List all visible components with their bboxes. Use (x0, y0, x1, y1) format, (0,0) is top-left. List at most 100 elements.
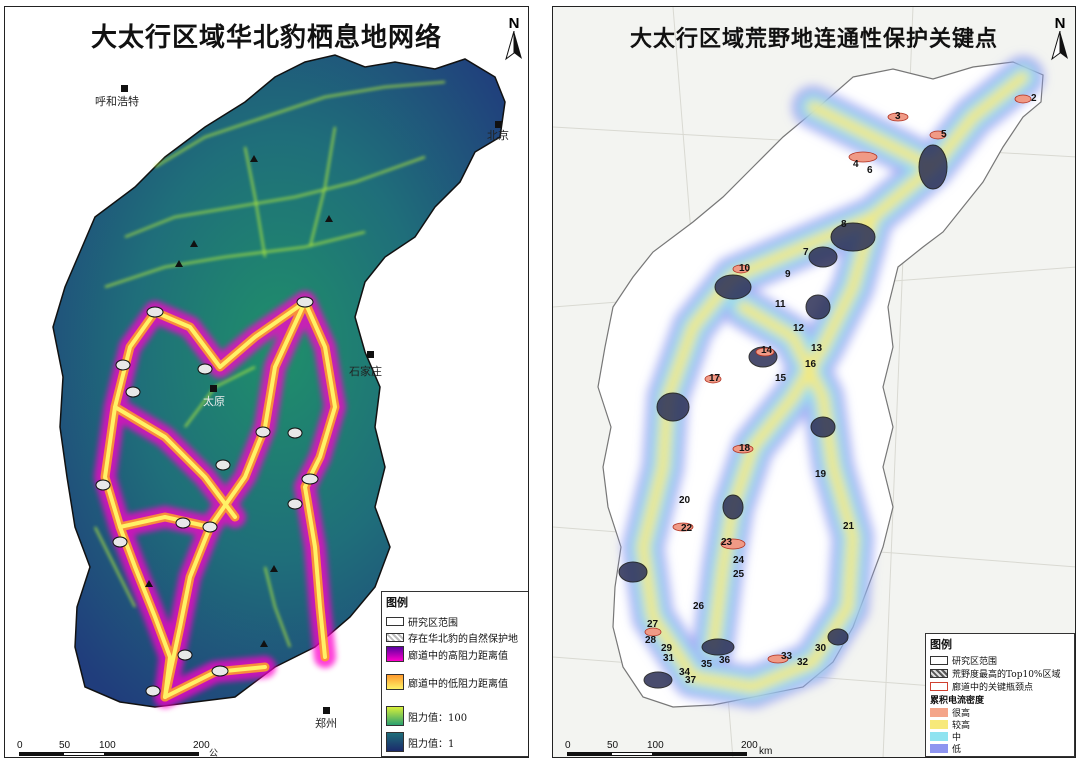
city-label: 太原 (203, 395, 225, 408)
scale-segment (63, 752, 105, 756)
right-map-panel: 大太行区域荒野地连通性保护关键点 N 2 3 4 5 6 7 8 9 10 11… (552, 6, 1076, 758)
legend-label: 低 (952, 745, 962, 755)
scale-segment (19, 752, 63, 756)
left-map-panel: 大太行区域华北豹栖息地网络 N 呼和浩特 北京 石家庄 太原 郑州 图例 研究区… (4, 6, 529, 758)
scale-tick: 0 (565, 740, 571, 751)
north-arrow-left: N (501, 15, 527, 63)
north-label: N (508, 15, 520, 32)
resistance-highlights (94, 81, 446, 648)
legend-item: 荒野度最高的Top10%区域 (930, 667, 1061, 680)
city-marker (323, 707, 330, 714)
top10-wild-areas (618, 144, 948, 689)
north-label: N (1054, 15, 1066, 32)
legend-label: 很高 (952, 709, 971, 719)
legend-item: 低 (930, 742, 961, 755)
city-marker (210, 385, 217, 392)
scale-tick: 50 (59, 740, 71, 751)
scale-segment (611, 752, 653, 756)
legend-swatch (386, 646, 404, 662)
legend-item: 很高 (930, 706, 970, 719)
pinch-label: 11 (775, 299, 786, 310)
legend-label: 荒野度最高的Top10%区域 (952, 670, 1061, 680)
legend-label: 廊道中的低阻力距离值 (408, 678, 508, 690)
pinch-label: 7 (803, 247, 809, 258)
city-marker (495, 121, 502, 128)
pinch-label: 30 (815, 643, 827, 654)
left-legend: 图例 研究区范围 存在华北豹的自然保护地 廊道中的高阻力距离值 廊道中的低阻力距… (381, 591, 528, 757)
right-scale-bar: 0 50 100 200 km (563, 740, 783, 757)
right-legend: 图例 研究区范围 荒野度最高的Top10%区域 廊道中的关键瓶颈点 累积电流密度… (925, 633, 1075, 757)
pinch-label: 28 (645, 635, 657, 646)
pinch-label: 25 (733, 569, 745, 580)
pinch-label: 5 (941, 129, 947, 140)
scale-tick: 100 (99, 740, 116, 751)
legend-item: 存在华北豹的自然保护地 (386, 630, 518, 645)
legend-title: 图例 (386, 596, 408, 609)
legend-swatch (386, 633, 404, 642)
pinch-label: 17 (709, 373, 721, 384)
north-arrow-icon (1051, 31, 1068, 61)
pinch-label: 20 (679, 495, 691, 506)
legend-label: 研究区范围 (952, 657, 998, 667)
scale-tick: 200 (193, 740, 210, 751)
pinch-label: 34 (679, 667, 691, 678)
legend-item: 研究区范围 (386, 614, 458, 629)
scale-tick: 0 (17, 740, 23, 751)
peak-markers (145, 155, 333, 647)
left-scale-bar: 0 50 100 200 公里 (15, 740, 225, 758)
pinch-label: 18 (739, 443, 751, 454)
scale-unit: 公里 (209, 748, 219, 758)
left-map-canvas (52, 54, 506, 708)
pinch-label: 36 (719, 655, 731, 666)
pinch-label: 15 (775, 373, 787, 384)
pinch-label: 19 (815, 469, 827, 480)
legend-item: 廊道中的高阻力距离值 (386, 646, 508, 662)
pinch-label: 33 (781, 651, 793, 662)
legend-label: 较高 (952, 721, 971, 731)
scale-segment (567, 752, 611, 756)
legend-label: 廊道中的高阻力距离值 (408, 650, 508, 662)
right-map-canvas (553, 7, 1075, 757)
legend-item: 中 (930, 730, 961, 743)
pinch-label: 2 (1031, 93, 1037, 104)
scale-tick: 100 (647, 740, 664, 751)
pinch-label: 26 (693, 601, 705, 612)
pinch-label: 23 (721, 537, 733, 548)
legend-item: 廊道中的低阻力距离值 (386, 674, 508, 690)
legend-item: 较高 (930, 718, 970, 731)
legend-label: 存在华北豹的自然保护地 (408, 634, 518, 645)
pinch-label: 29 (661, 643, 673, 654)
legend-label: 中 (952, 733, 962, 743)
pinch-label: 10 (739, 263, 751, 274)
right-map-title: 大太行区域荒野地连通性保护关键点 (629, 27, 998, 52)
pinch-label: 9 (785, 269, 791, 280)
pinch-label: 35 (701, 659, 713, 670)
current-density-bands (622, 56, 1044, 708)
legend-item: 阻力值：1 (386, 732, 454, 752)
legend-subtitle: 累积电流密度 (930, 696, 985, 706)
left-map-title: 大太行区域华北豹栖息地网络 (90, 23, 442, 53)
city-label: 北京 (487, 129, 509, 142)
pinch-label: 12 (793, 323, 805, 334)
pinch-label: 24 (733, 555, 745, 566)
scale-segment (105, 752, 199, 756)
legend-swatch (930, 656, 948, 665)
legend-swatch (930, 720, 948, 729)
pinch-label: 27 (647, 619, 659, 630)
city-marker (121, 85, 128, 92)
pinch-label: 32 (797, 657, 809, 668)
protected-area-nodes (95, 296, 319, 697)
legend-item: 研究区范围 (930, 654, 997, 667)
legend-label: 阻力值：100 (408, 712, 468, 724)
city-marker (367, 351, 374, 358)
pinch-label: 21 (843, 521, 855, 532)
scale-tick: 50 (607, 740, 619, 751)
pinch-label: 22 (681, 523, 693, 534)
pinch-label: 4 (853, 159, 859, 170)
legend-swatch (930, 669, 948, 678)
city-label: 郑州 (315, 717, 337, 730)
city-label: 石家庄 (349, 365, 382, 378)
legend-swatch (386, 732, 404, 752)
pinch-label: 6 (867, 165, 873, 176)
scale-segment (653, 752, 747, 756)
